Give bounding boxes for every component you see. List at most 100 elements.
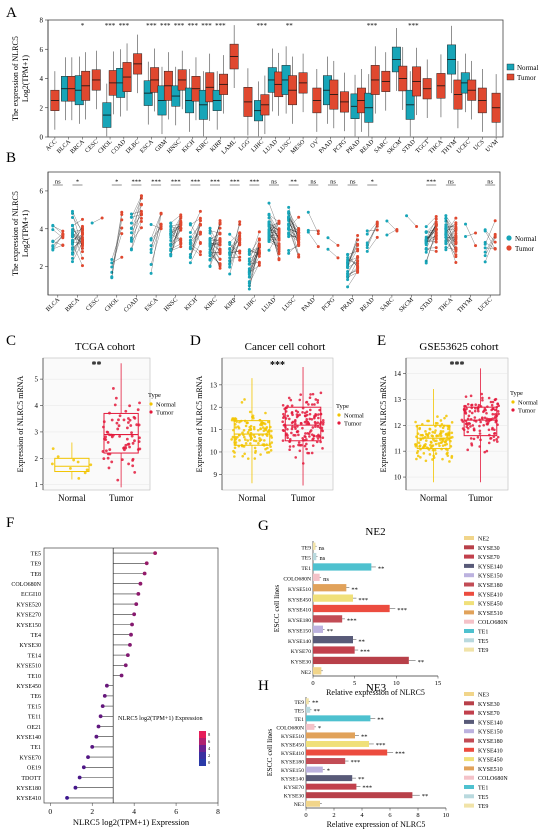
panel-c-y-tick-label: 1 [35, 481, 39, 489]
panel-b-tumor-point [474, 231, 478, 235]
panel-b-normal-point [149, 262, 153, 266]
panel-d-point [290, 411, 294, 414]
panel-b-tumor-point [139, 219, 143, 223]
panel-b-tumor-point [218, 226, 222, 230]
panel-b-pair-line [445, 228, 456, 230]
panel-b-tumor-point [218, 257, 222, 261]
panel-c-point [118, 434, 122, 438]
panel-b-pair-line [485, 229, 496, 243]
panel-e-point [493, 432, 496, 435]
panel-b-pair-line [445, 218, 457, 239]
panel-e-point [477, 403, 481, 407]
panel-f-y-tick-label: COLO680N [11, 582, 41, 588]
panel-b-tumor-point [277, 230, 281, 234]
panel-b-legend-tumor-key [506, 245, 512, 251]
panel-b-normal-point [424, 225, 428, 229]
panel-e-point [422, 445, 425, 449]
panel-e-point [476, 435, 480, 439]
panel-d-point [314, 398, 318, 401]
panel-b-pair-line [92, 217, 103, 224]
panel-e-point [473, 409, 477, 413]
panel-b-tumor-point [415, 224, 419, 228]
panel-g-bar [313, 552, 317, 561]
panel-b-x-tick-label: PAAD [300, 296, 317, 313]
panel-b-pair-line [111, 212, 122, 273]
panel-e-point [467, 421, 471, 425]
panel-b-normal-point [51, 223, 55, 227]
panel-b-pair-line [347, 261, 358, 268]
panel-b-normal-point [51, 228, 55, 232]
panel-b-pair-line [347, 267, 358, 277]
panel-b-pair-line [347, 257, 358, 262]
panel-e-point [487, 428, 491, 432]
panel-b-normal-point [228, 240, 232, 244]
panel-a-legend-tumor: Tumor [517, 74, 536, 82]
panel-d-point [288, 448, 291, 452]
panel-c-legend-tumor-key [149, 410, 153, 414]
panel-e-point [428, 453, 432, 456]
panel-d-point [265, 451, 269, 454]
panel-e-point [415, 457, 418, 461]
panel-b-tumor-point [238, 255, 242, 259]
panel-e-point [477, 409, 480, 413]
panel-e-point [481, 398, 484, 402]
panel-c-point [104, 435, 108, 439]
panel-d-point [288, 417, 291, 421]
panel-c-point [133, 439, 136, 443]
panel-b-normal-point [169, 238, 173, 242]
panel-g-ylabel: ESCC cell lines [272, 585, 281, 633]
panel-b-normal-point [385, 219, 389, 223]
panel-d-cell-box: Cancer cell cohort 9 10 11 12 13 Expression of… [195, 341, 364, 503]
panel-b-tumor-point [238, 243, 242, 247]
panel-b-pair-line [426, 229, 437, 264]
panel-g-x-tick-label: 0 [311, 680, 314, 687]
panel-b-normal-point [169, 252, 173, 256]
panel-c-point [138, 401, 141, 405]
panel-c-point [127, 462, 130, 466]
panel-b-normal-point [346, 278, 350, 282]
panel-b-x-tick-label: THCA [437, 296, 454, 313]
panel-g-significance: *** [358, 597, 368, 604]
panel-label-h: H [258, 678, 269, 694]
panel-e-point [433, 439, 437, 443]
panel-e-point [465, 425, 469, 429]
panel-d-point [312, 434, 316, 438]
panel-b-tumor-point [218, 250, 222, 254]
panel-e-point [438, 444, 441, 448]
panel-e-point [445, 414, 448, 418]
panel-d-point [297, 443, 300, 447]
panel-b-pair-line [485, 237, 496, 262]
panel-b-pair-line [445, 236, 457, 250]
panel-d-point [322, 421, 325, 424]
panel-b-tumor-point [434, 234, 438, 238]
panel-b-pair-line [209, 255, 221, 264]
panel-c-point [125, 437, 129, 441]
panel-c-point [122, 418, 126, 422]
panel-label-a: A [6, 5, 17, 21]
panel-b-tumor-point [493, 219, 497, 223]
panel-c-point [107, 466, 111, 470]
panel-b-pair-line [268, 229, 280, 233]
panel-d-point [249, 424, 253, 428]
panel-d-point [252, 439, 256, 442]
panel-b-tumor-point [356, 262, 360, 266]
panel-f-legend-tick: 6 [208, 739, 211, 744]
panel-b-normal-point [188, 223, 192, 227]
panel-b-normal-point [444, 248, 448, 252]
panel-c-point [131, 464, 135, 468]
panel-e-point [444, 438, 448, 442]
panel-b-x-tick-label: LUAD [260, 296, 277, 313]
panel-b-tumor-point [493, 240, 497, 244]
panel-g-bar [313, 573, 320, 581]
panel-b-pair-line [170, 223, 181, 227]
panel-b-pair-line [367, 237, 378, 252]
panel-b-tumor-point [80, 233, 84, 237]
panel-b-pair-line [367, 226, 378, 244]
panel-h-significance: * [327, 768, 330, 775]
panel-g-legend-swatch [464, 573, 474, 578]
panel-b-pair-line [288, 242, 299, 254]
panel-e-point [480, 392, 484, 396]
panel-d-point [245, 421, 249, 425]
panel-b-pair-line [72, 233, 83, 240]
panel-h-bar: NE3 TE9 ** TE5 ** TE1 ** COLO680N * KYSE510 ** KYSE… [265, 682, 508, 829]
